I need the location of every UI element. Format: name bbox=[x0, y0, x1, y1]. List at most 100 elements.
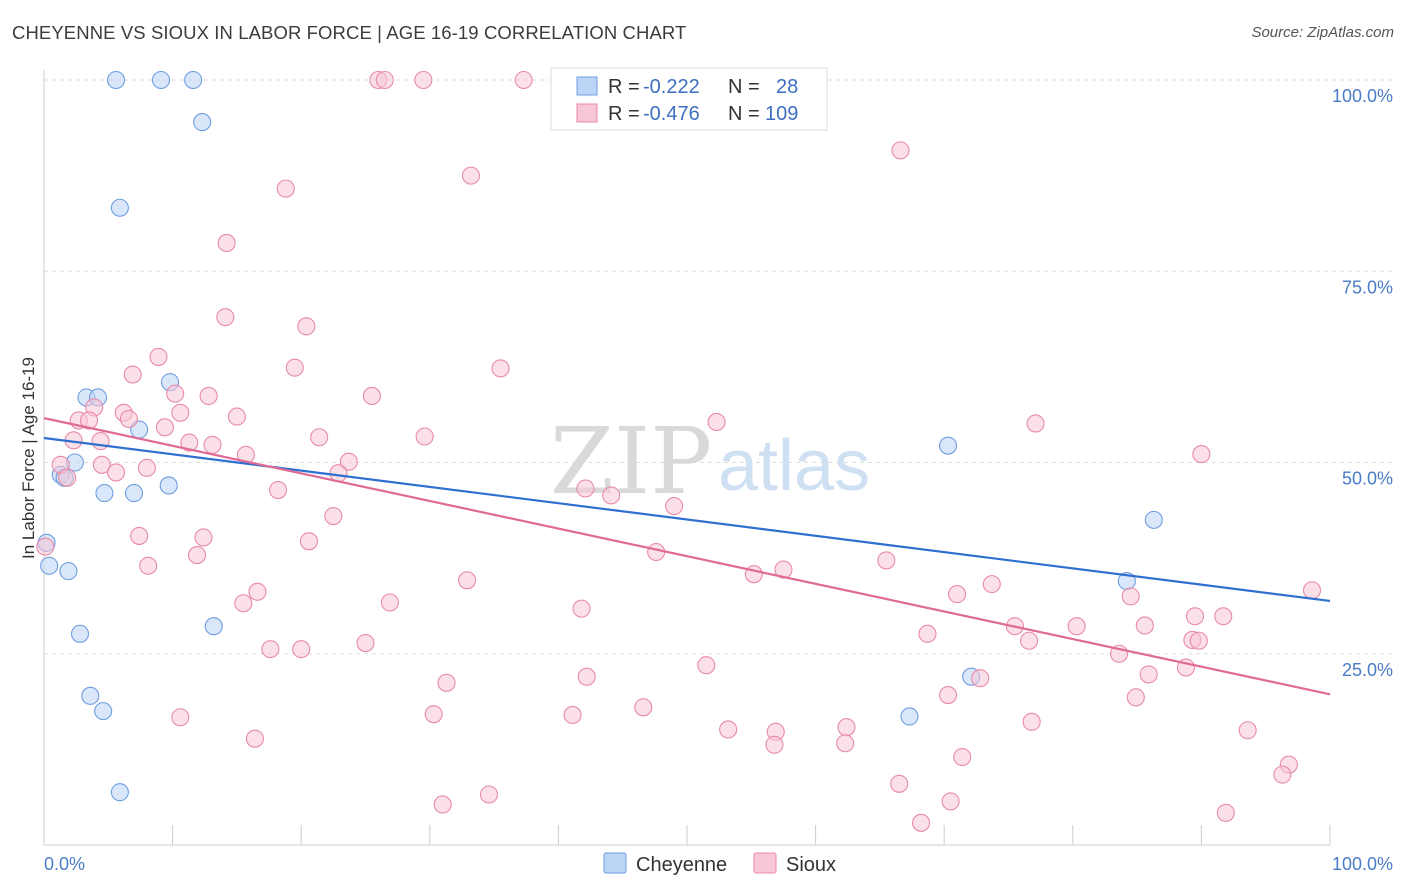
cheyenne-swatch bbox=[576, 76, 598, 96]
sioux-point-81 bbox=[697, 656, 716, 675]
sioux-point-107 bbox=[292, 640, 311, 659]
sioux-point-104 bbox=[941, 792, 960, 811]
x-tick-label-right: 100.0% bbox=[1332, 854, 1393, 874]
sioux-point-30 bbox=[180, 433, 199, 452]
cheyenne-point-16 bbox=[40, 556, 59, 575]
sioux-point-108 bbox=[577, 667, 596, 686]
sioux-point-89 bbox=[634, 698, 653, 717]
watermark-atlas: atlas bbox=[718, 426, 870, 506]
cheyenne-point-0 bbox=[106, 70, 126, 90]
watermark-zip: ZIP bbox=[550, 408, 712, 515]
legend-sioux-swatch bbox=[753, 852, 777, 874]
sioux-point-103 bbox=[433, 795, 452, 814]
sioux-point-25 bbox=[155, 418, 174, 437]
sioux-point-67 bbox=[1185, 607, 1205, 626]
sioux-point-40 bbox=[58, 468, 77, 487]
sioux-r-label: R = bbox=[608, 103, 640, 125]
sioux-point-92 bbox=[837, 718, 856, 737]
cheyenne-point-17 bbox=[59, 562, 78, 581]
x-ticks bbox=[172, 825, 1331, 845]
cheyenne-point-2 bbox=[184, 70, 203, 90]
cheyenne-point-19 bbox=[204, 617, 223, 636]
sioux-point-17 bbox=[362, 386, 381, 405]
sioux-n-label: N = bbox=[728, 103, 760, 125]
sioux-point-73 bbox=[1020, 631, 1039, 650]
sioux-point-16 bbox=[199, 386, 218, 405]
cheyenne-point-20 bbox=[81, 686, 100, 705]
sioux-point-96 bbox=[765, 735, 784, 754]
cheyenne-point-18 bbox=[70, 624, 90, 643]
sioux-point-35 bbox=[1192, 445, 1211, 464]
sioux-point-3 bbox=[514, 70, 533, 90]
cheyenne-point-12 bbox=[159, 476, 178, 495]
sioux-point-12 bbox=[285, 358, 304, 377]
stats-legend: R = -0.222 N = 28 R = -0.476 N = 109 bbox=[550, 67, 828, 131]
trend-lines bbox=[43, 417, 1331, 696]
y-tick-label-3: 25.0% bbox=[1342, 660, 1393, 680]
sioux-point-71 bbox=[1135, 616, 1154, 635]
sioux-point-90 bbox=[719, 720, 738, 739]
cheyenne-point-27 bbox=[900, 707, 919, 726]
legend-cheyenne-label: Cheyenne bbox=[636, 854, 727, 876]
sioux-point-11 bbox=[149, 347, 168, 366]
sioux-point-50 bbox=[299, 532, 318, 551]
sioux-point-105 bbox=[1216, 803, 1235, 822]
sioux-point-51 bbox=[36, 537, 55, 556]
sioux-point-26 bbox=[1026, 414, 1045, 433]
sioux-point-13 bbox=[491, 359, 510, 378]
sioux-point-84 bbox=[939, 686, 958, 705]
legend-cheyenne-swatch bbox=[603, 852, 627, 874]
sioux-point-45 bbox=[602, 486, 621, 505]
sioux-r-value: -0.476 bbox=[643, 103, 700, 125]
sioux-point-100 bbox=[1273, 765, 1292, 784]
sioux-point-46 bbox=[665, 497, 684, 516]
sioux-point-70 bbox=[1067, 617, 1086, 636]
data-points bbox=[36, 70, 1322, 832]
sioux-point-61 bbox=[948, 585, 967, 604]
cheyenne-point-22 bbox=[110, 783, 129, 802]
sioux-point-14 bbox=[123, 365, 142, 384]
gridlines bbox=[44, 79, 1393, 655]
sioux-point-47 bbox=[324, 506, 343, 526]
sioux-point-20 bbox=[171, 403, 190, 422]
y-tick-label-0: 100.0% bbox=[1332, 86, 1393, 106]
sioux-point-93 bbox=[1022, 712, 1041, 731]
sioux-trend-line bbox=[43, 417, 1331, 696]
sioux-point-1 bbox=[375, 70, 394, 90]
sioux-point-52 bbox=[187, 546, 207, 565]
sioux-point-38 bbox=[137, 458, 156, 477]
cheyenne-point-4 bbox=[110, 198, 129, 217]
sioux-point-10 bbox=[297, 317, 316, 336]
sioux-point-54 bbox=[139, 556, 158, 575]
sioux-point-62 bbox=[1121, 587, 1140, 606]
sioux-point-75 bbox=[1189, 631, 1208, 650]
sioux-point-95 bbox=[245, 729, 264, 748]
sioux-point-97 bbox=[836, 734, 855, 753]
cheyenne-r-value: -0.222 bbox=[643, 76, 700, 98]
sioux-point-106 bbox=[912, 813, 931, 832]
sioux-point-37 bbox=[92, 455, 111, 474]
sioux-point-85 bbox=[1126, 688, 1145, 707]
sioux-point-101 bbox=[890, 774, 909, 793]
y-tick-label-2: 50.0% bbox=[1342, 469, 1393, 489]
cheyenne-point-14 bbox=[124, 484, 144, 503]
sioux-point-58 bbox=[458, 571, 477, 590]
sioux-point-39 bbox=[339, 452, 358, 471]
sioux-point-72 bbox=[918, 624, 937, 643]
sioux-point-33 bbox=[415, 427, 434, 446]
sioux-point-27 bbox=[707, 412, 726, 432]
y-tick-label-1: 75.0% bbox=[1342, 277, 1393, 297]
sioux-point-82 bbox=[971, 669, 990, 688]
cheyenne-point-23 bbox=[939, 436, 958, 455]
sioux-point-87 bbox=[424, 705, 443, 724]
sioux-point-80 bbox=[1139, 665, 1158, 684]
sioux-point-102 bbox=[479, 785, 499, 804]
sioux-point-66 bbox=[572, 599, 591, 618]
chart-title: CHEYENNE VS SIOUX IN LABOR FORCE | AGE 1… bbox=[12, 22, 687, 43]
sioux-point-24 bbox=[79, 411, 99, 430]
cheyenne-point-21 bbox=[94, 702, 113, 721]
sioux-point-44 bbox=[576, 479, 595, 498]
x-tick-label-left: 0.0% bbox=[44, 854, 85, 874]
cheyenne-r-label: R = bbox=[608, 76, 640, 98]
